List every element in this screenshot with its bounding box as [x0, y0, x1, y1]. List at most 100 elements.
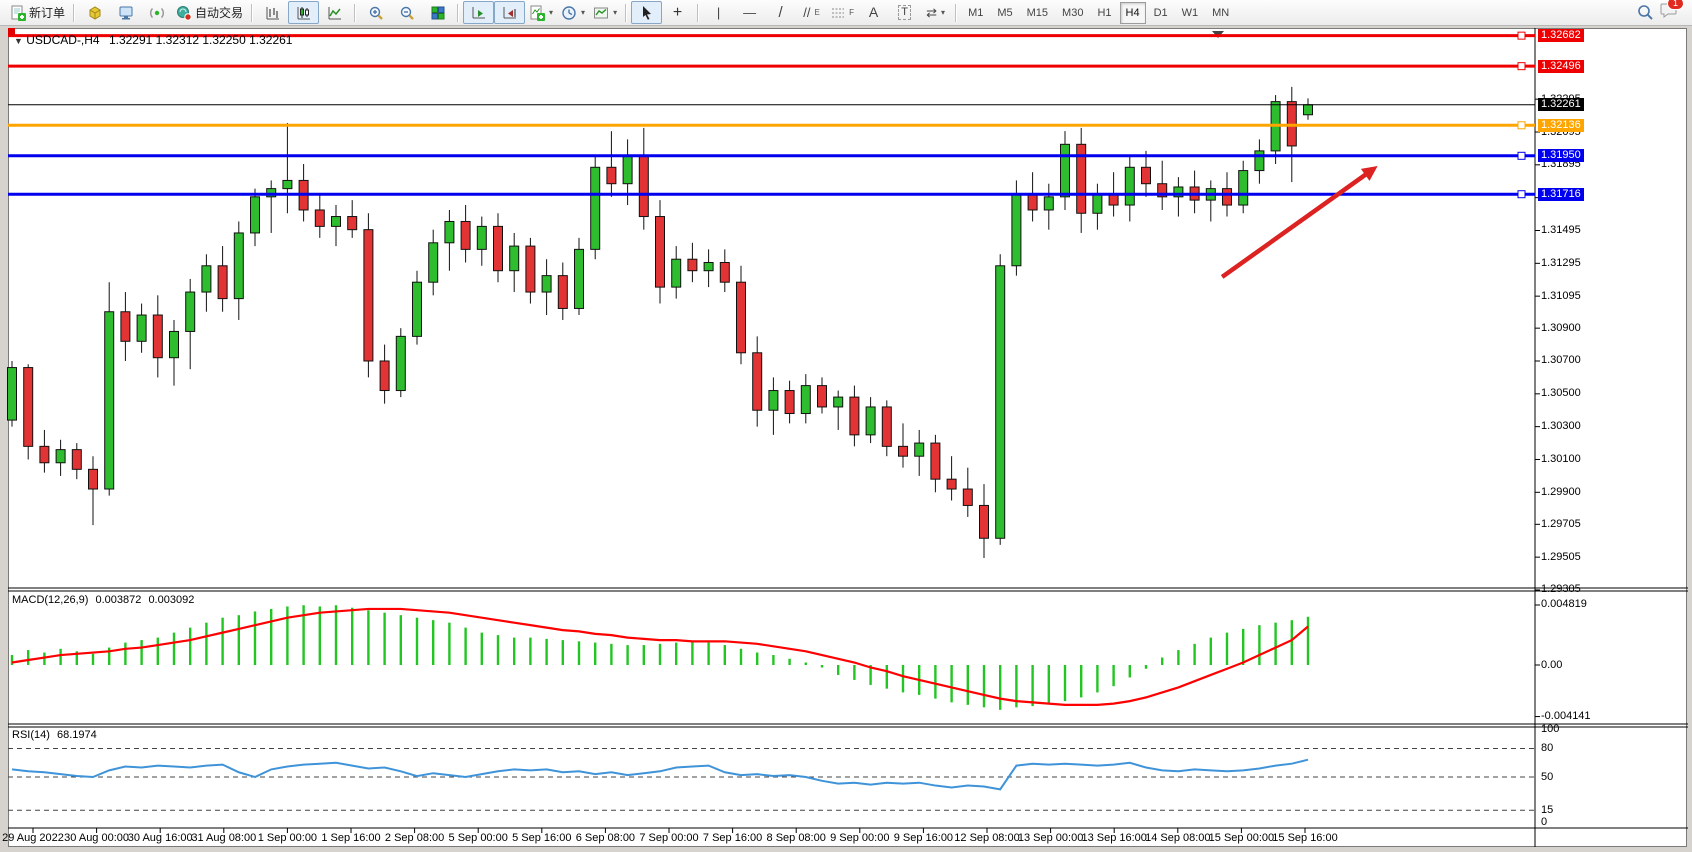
candle-body	[363, 229, 374, 362]
arrows-caret-icon: ▾	[941, 8, 946, 17]
candle-body	[525, 245, 536, 293]
candle-body	[331, 216, 341, 227]
line-handle[interactable]	[1517, 151, 1526, 160]
fibonacci-sub-label: F	[849, 8, 855, 17]
notifications-button[interactable]: 1	[1660, 0, 1684, 23]
trend-arrow-object[interactable]	[1220, 168, 1373, 279]
candle-body	[703, 261, 714, 272]
market-depth-button[interactable]	[79, 1, 110, 24]
terminal-button[interactable]	[110, 1, 141, 24]
timeframe-button-M15[interactable]: M15	[1026, 6, 1049, 19]
indicators-button[interactable]: ▾	[525, 1, 557, 24]
timeframe-button-H4[interactable]: H4	[1119, 1, 1146, 24]
fibonacci-icon	[832, 8, 845, 17]
candle-body	[719, 261, 730, 283]
chart-candles-button[interactable]	[288, 1, 320, 24]
indicators-caret-icon: ▾	[549, 8, 554, 17]
fibonacci-button[interactable]: F	[827, 1, 858, 24]
trend-arrow-head[interactable]	[1360, 165, 1378, 181]
chart-line-button[interactable]	[319, 1, 350, 24]
cursor-button[interactable]	[631, 1, 663, 24]
candle-body	[282, 179, 293, 190]
candle-body	[1173, 186, 1184, 198]
channel-sub-label: E	[814, 8, 820, 17]
chart-shift-icon	[503, 6, 516, 18]
channel-button[interactable]: //E	[796, 1, 827, 24]
indicators-icon	[530, 5, 546, 21]
line-handle[interactable]	[1517, 121, 1526, 130]
toolbar-separator	[354, 3, 357, 22]
candle-body	[460, 220, 471, 250]
tile-windows-icon	[431, 6, 445, 19]
candle-body	[865, 406, 876, 436]
candle-body	[428, 242, 439, 283]
timeframe-button-H1[interactable]: H1	[1097, 6, 1112, 19]
macd-signal-line	[11, 607, 1309, 706]
candle-body	[736, 281, 746, 354]
zoom-out-button[interactable]	[391, 1, 422, 24]
candle-body	[638, 155, 649, 218]
arrows-icon: ⇄	[926, 5, 938, 20]
candle-body	[185, 291, 196, 332]
zoom-in-button[interactable]	[360, 1, 391, 24]
candle-body	[250, 196, 260, 234]
timeframe-button-M1[interactable]: M1	[968, 6, 984, 19]
candle-body	[379, 360, 390, 392]
vertical-line-button[interactable]: |	[703, 1, 734, 24]
candle-body	[509, 245, 520, 272]
chart-candles-icon	[297, 6, 310, 19]
timeframe-button-MN[interactable]: MN	[1212, 6, 1230, 19]
templates-caret-icon: ▾	[613, 8, 618, 17]
main-toolbar: 新订单 自动交易 ▾ ▾	[0, 0, 1692, 26]
candle-body	[201, 265, 212, 293]
candle-body	[71, 449, 82, 470]
text-label-icon: T	[898, 5, 911, 20]
news-button[interactable]	[141, 1, 172, 24]
candle-body	[1027, 193, 1038, 211]
text-button[interactable]: A	[858, 1, 889, 24]
candle-body	[1124, 166, 1135, 206]
chart-bars-button[interactable]	[257, 1, 288, 24]
trendline-button[interactable]: /	[765, 1, 796, 24]
auto-scroll-button[interactable]	[463, 1, 495, 24]
crosshair-button[interactable]: +	[662, 1, 693, 24]
candle-body	[169, 330, 179, 359]
line-handle[interactable]	[1517, 31, 1526, 40]
search-icon[interactable]	[1637, 4, 1654, 21]
trendline-icon: /	[778, 4, 783, 21]
timeframe-group: M1 M5 M15 M30 H1 H4 D1 W1 MN	[961, 1, 1236, 24]
candle-body	[1011, 193, 1022, 267]
crosshair-icon: +	[672, 4, 683, 21]
autotrading-button[interactable]: 自动交易	[172, 1, 247, 24]
timeframe-button-M5[interactable]: M5	[997, 6, 1013, 19]
line-handle[interactable]	[1517, 62, 1526, 71]
candle-body	[1060, 143, 1070, 198]
candle-body	[881, 406, 892, 447]
candle-body	[1043, 196, 1054, 211]
tile-windows-button[interactable]	[422, 1, 453, 24]
timeframe-button-M30[interactable]: M30	[1062, 6, 1084, 19]
candle-body	[590, 166, 601, 250]
text-label-button[interactable]: T	[889, 1, 920, 24]
new-order-button[interactable]: 新订单	[6, 1, 69, 24]
arrows-button[interactable]: ⇄ ▾	[920, 1, 951, 24]
candle-body	[217, 265, 228, 300]
periods-button[interactable]: ▾	[557, 1, 589, 24]
candle-body	[1076, 143, 1087, 214]
timeframe-button-D1[interactable]: D1	[1153, 6, 1168, 19]
candle-body	[444, 220, 455, 244]
toolbar-separator	[955, 3, 958, 22]
candle-body	[1303, 104, 1313, 116]
line-handle[interactable]	[1517, 190, 1526, 199]
templates-button[interactable]: ▾	[589, 1, 621, 24]
horizontal-line-icon: —	[743, 5, 757, 20]
toolbar-separator	[625, 3, 628, 22]
candle-body	[152, 314, 163, 359]
chart-shift-button[interactable]	[494, 1, 526, 24]
toolbar-separator	[457, 3, 460, 22]
candle-body	[849, 396, 860, 436]
horizontal-line-button[interactable]: —	[734, 1, 765, 24]
timeframe-button-W1[interactable]: W1	[1181, 6, 1199, 19]
yellow-cube-icon	[89, 5, 101, 20]
